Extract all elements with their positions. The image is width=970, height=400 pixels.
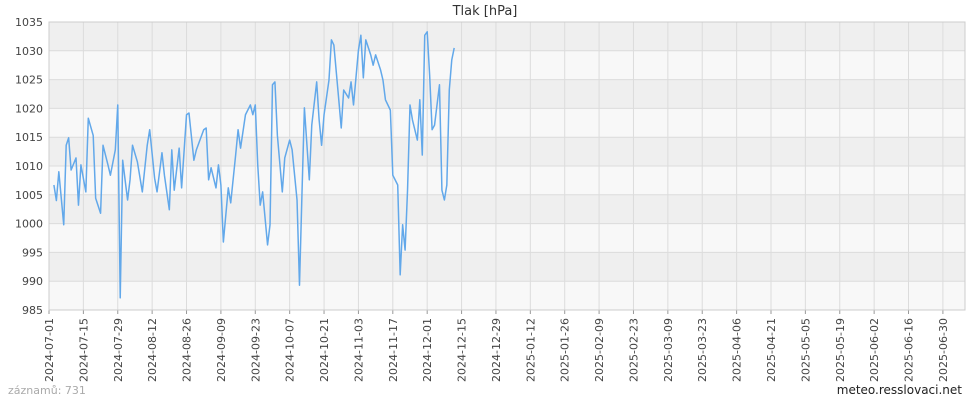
- y-tick-label: 1035: [15, 16, 43, 29]
- y-tick-label: 995: [22, 246, 43, 259]
- x-tick-label: 2024-07-29: [112, 318, 125, 382]
- x-tick-label: 2024-08-26: [181, 318, 194, 382]
- x-tick-label: 2025-02-23: [627, 318, 640, 382]
- x-tick-label: 2025-06-16: [903, 318, 916, 382]
- x-tick-label: 2024-12-15: [456, 318, 469, 382]
- y-tick-label: 1025: [15, 74, 43, 87]
- x-tick-label: 2025-06-30: [937, 318, 950, 382]
- chart-title: Tlak [hPa]: [452, 4, 518, 19]
- x-tick-label: 2025-04-06: [731, 318, 744, 382]
- x-tick-label: 2025-04-21: [765, 318, 778, 382]
- y-tick-label: 1010: [15, 160, 43, 173]
- y-tick-label: 1030: [15, 45, 43, 58]
- grid-band: [49, 137, 965, 166]
- record-count: záznamů: 731: [8, 384, 86, 397]
- source: meteo.resslovaci.net: [837, 383, 963, 397]
- x-tick-label: 2024-09-09: [215, 318, 228, 382]
- grid-band: [49, 166, 965, 195]
- grid-band: [49, 281, 965, 310]
- x-tick-label: 2024-10-07: [284, 318, 297, 382]
- x-tick-label: 2024-11-03: [352, 318, 365, 382]
- grid-band: [49, 79, 965, 109]
- y-tick-label: 1015: [15, 131, 43, 144]
- x-tick-label: 2024-12-29: [490, 318, 503, 382]
- x-tick-label: 2024-09-23: [249, 318, 262, 382]
- plot-frame: [48, 21, 966, 311]
- pressure-line: [53, 31, 455, 299]
- x-tick-label: 2024-12-01: [421, 318, 434, 382]
- x-tick-label: 2025-01-12: [524, 318, 537, 382]
- x-tick-label: 2024-08-12: [146, 318, 159, 382]
- grid-band: [49, 223, 965, 253]
- y-tick-label: 1000: [15, 218, 43, 231]
- x-tick-label: 2025-05-05: [799, 318, 812, 382]
- grid-band: [49, 194, 965, 224]
- x-tick-label: 2025-01-26: [559, 318, 572, 382]
- x-tick-label: 2025-03-09: [662, 318, 675, 382]
- x-tick-label: 2024-07-15: [77, 318, 90, 382]
- x-tick-label: 2025-03-23: [696, 318, 709, 382]
- x-tick-label: 2025-05-19: [834, 318, 847, 382]
- grid-band: [49, 22, 965, 51]
- x-tick-label: 2024-07-01: [43, 318, 56, 382]
- grid-band: [49, 252, 965, 282]
- x-tick-label: 2025-02-09: [593, 318, 606, 382]
- y-tick-label: 1020: [15, 102, 43, 115]
- x-tick-label: 2025-06-02: [868, 318, 881, 382]
- y-tick-label: 1005: [15, 189, 43, 202]
- grid-band: [49, 50, 965, 80]
- grid-band: [49, 108, 965, 138]
- x-tick-label: 2024-10-21: [318, 318, 331, 382]
- y-tick-label: 990: [22, 275, 43, 288]
- y-tick-label: 985: [22, 304, 43, 317]
- x-tick-label: 2024-11-17: [387, 318, 400, 382]
